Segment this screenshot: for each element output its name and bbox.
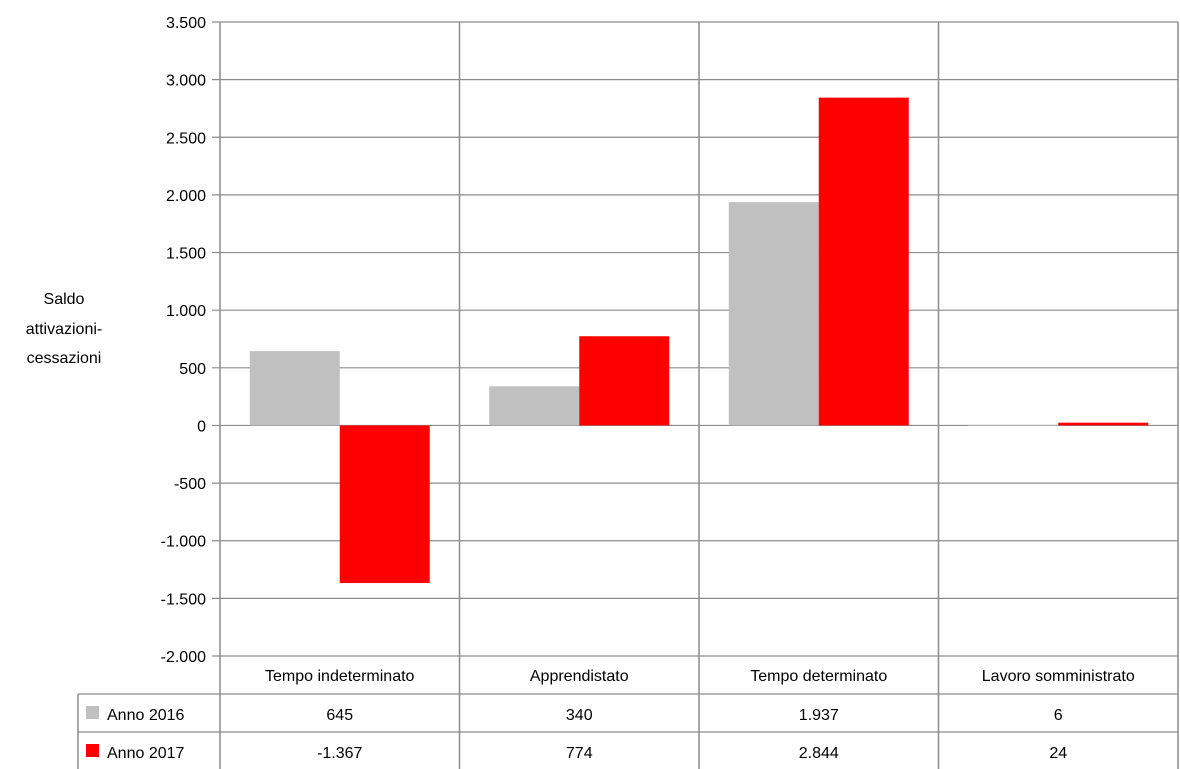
data-label: 24 (1049, 745, 1067, 762)
y-axis: 3.500 3.000 2.500 2.000 1.500 1.000 500 0 -500 -1… (161, 15, 206, 666)
bar-anno-2016 (968, 424, 1059, 426)
data-label: 340 (566, 707, 593, 724)
bar-anno-2016 (489, 386, 580, 426)
y-tick-label: 2.500 (166, 130, 206, 147)
legend-label: Anno 2017 (107, 745, 185, 762)
data-label: 645 (326, 707, 353, 724)
y-axis-title-line-2: attivazioni- (26, 321, 102, 338)
bar-anno-2016 (249, 351, 340, 426)
data-label: 774 (566, 745, 593, 762)
legend-swatch (86, 744, 99, 757)
data-label: -1.367 (317, 745, 362, 762)
bar-anno-2017 (1058, 422, 1149, 426)
y-tick-label: 1.000 (166, 303, 206, 320)
data-label: 6 (1054, 707, 1063, 724)
x-tick-label: Tempo indeterminato (265, 668, 415, 685)
y-tick-label: -1.000 (161, 534, 206, 551)
data-label: 2.844 (799, 745, 839, 762)
legend-label: Anno 2016 (107, 707, 185, 724)
bars (249, 97, 1149, 584)
y-tick-label: 3.500 (166, 15, 206, 32)
y-axis-title-line-3: cessazioni (27, 350, 102, 367)
grid (212, 21, 1179, 769)
y-tick-label: -2.000 (161, 649, 206, 666)
y-tick-label: -500 (174, 476, 206, 493)
y-tick-label: 500 (179, 361, 206, 378)
y-tick-label: 1.500 (166, 246, 206, 263)
y-tick-label: 0 (197, 418, 206, 435)
x-tick-label: Tempo determinato (750, 668, 887, 685)
bar-anno-2016 (728, 202, 819, 426)
bar-anno-2017 (818, 97, 909, 426)
bar-anno-2017 (579, 336, 670, 426)
y-tick-label: 3.000 (166, 73, 206, 90)
y-tick-label: 2.000 (166, 188, 206, 205)
bar-anno-2017 (339, 425, 430, 584)
x-tick-label: Apprendistato (530, 668, 629, 685)
y-axis-title-line-1: Saldo (44, 291, 85, 308)
x-tick-label: Lavoro somministrato (982, 668, 1135, 685)
legend-swatch (86, 706, 99, 719)
data-label: 1.937 (799, 707, 839, 724)
y-tick-label: -1.500 (161, 591, 206, 608)
data-table: Tempo indeterminato Apprendistato Tempo de… (77, 668, 1178, 769)
